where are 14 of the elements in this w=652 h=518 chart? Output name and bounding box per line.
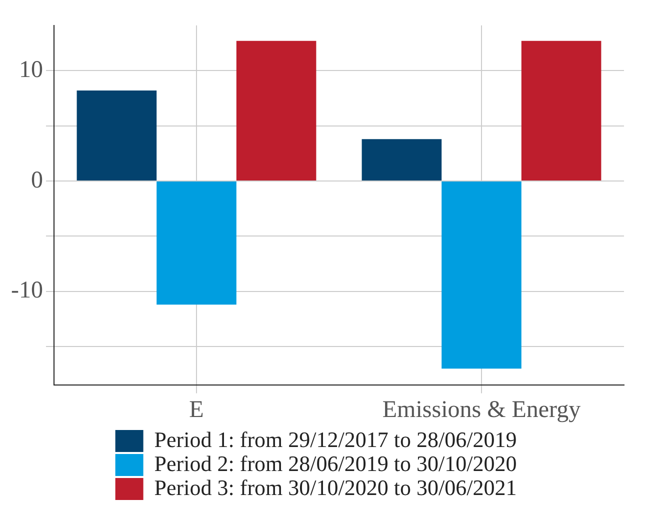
x-tick-label: Emissions & Energy [382, 396, 581, 423]
bar [156, 182, 236, 305]
bar [76, 90, 157, 181]
x-tick-label: E [189, 396, 204, 423]
legend-label: Period 2: from 28/06/2019 to 30/10/2020 [154, 450, 517, 476]
y-tick-label: 0 [30, 167, 43, 194]
legend-label: Period 3: from 30/10/2020 to 30/06/2021 [154, 474, 517, 500]
bar [442, 182, 522, 369]
y-tick-label: 10 [18, 56, 43, 83]
bar [521, 40, 602, 181]
y-tick-label: -10 [10, 278, 43, 304]
bar [362, 139, 442, 181]
bar [236, 40, 316, 181]
legend-label: Period 1: from 29/12/2017 to 28/06/2019 [154, 426, 517, 452]
